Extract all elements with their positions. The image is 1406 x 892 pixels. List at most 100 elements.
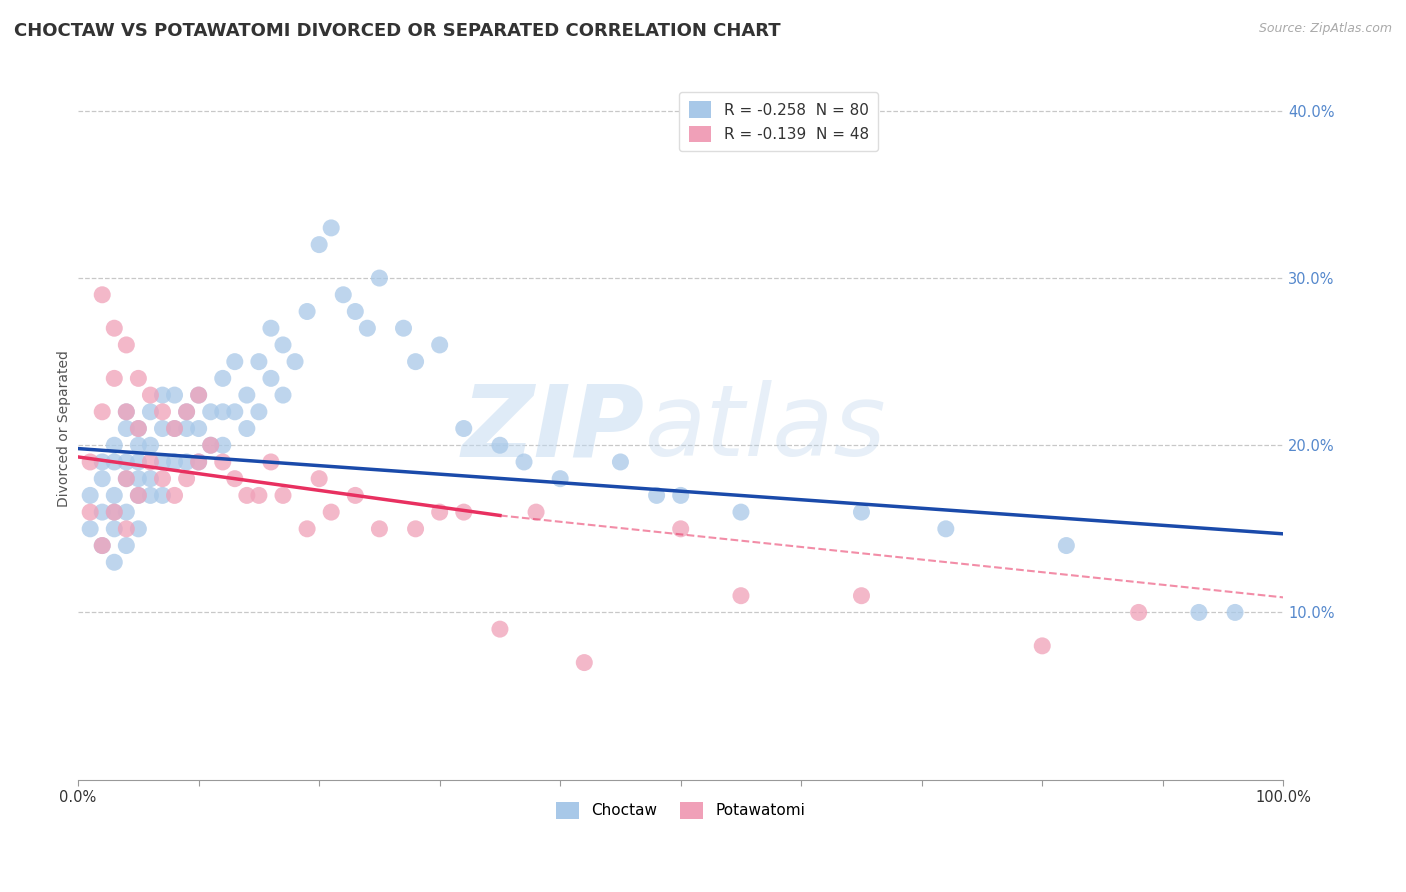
Point [429, 338, 451, 352]
Point [271, 388, 294, 402]
Point [453, 505, 475, 519]
Point [187, 421, 209, 435]
Point [176, 421, 198, 435]
Point [236, 488, 259, 502]
Point [176, 472, 198, 486]
Point [548, 472, 571, 486]
Point [127, 455, 149, 469]
Point [163, 388, 186, 402]
Point [200, 405, 222, 419]
Point [176, 405, 198, 419]
Point [103, 488, 125, 502]
Y-axis label: Divorced or Separated: Divorced or Separated [58, 350, 72, 507]
Point [91, 405, 114, 419]
Point [1128, 606, 1150, 620]
Point [236, 421, 259, 435]
Point [152, 472, 174, 486]
Point [163, 421, 186, 435]
Point [79, 505, 101, 519]
Point [115, 539, 138, 553]
Point [321, 505, 343, 519]
Point [211, 438, 233, 452]
Point [308, 472, 330, 486]
Point [152, 405, 174, 419]
Point [103, 321, 125, 335]
Point [91, 505, 114, 519]
Point [524, 505, 547, 519]
Point [187, 388, 209, 402]
Point [91, 539, 114, 553]
Point [115, 455, 138, 469]
Point [139, 455, 162, 469]
Point [513, 455, 536, 469]
Point [115, 505, 138, 519]
Point [163, 421, 186, 435]
Point [152, 488, 174, 502]
Point [127, 421, 149, 435]
Point [332, 287, 354, 301]
Point [224, 354, 246, 368]
Point [152, 421, 174, 435]
Point [127, 438, 149, 452]
Point [103, 555, 125, 569]
Point [103, 505, 125, 519]
Point [103, 505, 125, 519]
Point [247, 354, 270, 368]
Point [405, 522, 427, 536]
Point [851, 589, 873, 603]
Text: Source: ZipAtlas.com: Source: ZipAtlas.com [1258, 22, 1392, 36]
Point [669, 488, 692, 502]
Point [115, 472, 138, 486]
Point [260, 371, 283, 385]
Point [211, 405, 233, 419]
Point [935, 522, 957, 536]
Point [356, 321, 378, 335]
Point [163, 455, 186, 469]
Point [392, 321, 415, 335]
Point [211, 455, 233, 469]
Point [91, 539, 114, 553]
Point [260, 321, 283, 335]
Point [211, 371, 233, 385]
Point [489, 622, 512, 636]
Text: ZIP: ZIP [461, 380, 644, 477]
Point [574, 656, 596, 670]
Point [669, 522, 692, 536]
Point [236, 388, 259, 402]
Point [851, 505, 873, 519]
Point [139, 472, 162, 486]
Point [295, 304, 318, 318]
Point [405, 354, 427, 368]
Point [224, 405, 246, 419]
Point [103, 438, 125, 452]
Point [139, 405, 162, 419]
Point [103, 371, 125, 385]
Point [139, 488, 162, 502]
Point [645, 488, 668, 502]
Point [730, 505, 752, 519]
Point [115, 338, 138, 352]
Point [247, 405, 270, 419]
Text: atlas: atlas [644, 380, 886, 477]
Point [1223, 606, 1246, 620]
Point [127, 371, 149, 385]
Point [187, 388, 209, 402]
Point [295, 522, 318, 536]
Point [127, 488, 149, 502]
Point [260, 455, 283, 469]
Point [344, 488, 367, 502]
Point [187, 455, 209, 469]
Point [368, 271, 391, 285]
Text: CHOCTAW VS POTAWATOMI DIVORCED OR SEPARATED CORRELATION CHART: CHOCTAW VS POTAWATOMI DIVORCED OR SEPARA… [14, 22, 780, 40]
Point [79, 488, 101, 502]
Point [271, 488, 294, 502]
Point [139, 438, 162, 452]
Point [187, 455, 209, 469]
Point [127, 472, 149, 486]
Point [368, 522, 391, 536]
Point [489, 438, 512, 452]
Legend: Choctaw, Potawatomi: Choctaw, Potawatomi [550, 796, 811, 824]
Point [115, 522, 138, 536]
Point [139, 388, 162, 402]
Point [91, 455, 114, 469]
